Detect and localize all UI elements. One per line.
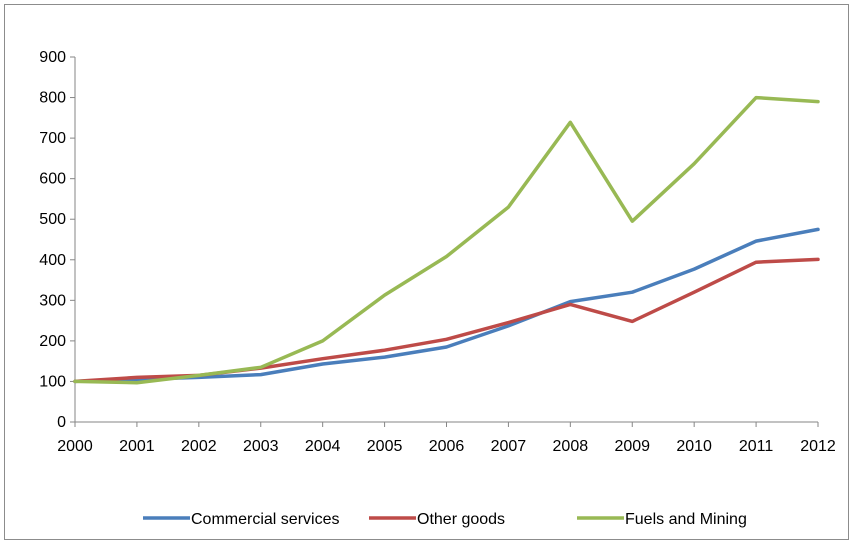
x-tick-label: 2001 [119, 438, 155, 455]
y-tick-label: 300 [39, 292, 66, 309]
series-line-commercial-services [73, 227, 820, 384]
y-tick-label: 200 [39, 333, 66, 350]
series-layer [73, 95, 820, 385]
x-tick-label: 2011 [739, 438, 774, 455]
y-tick-label: 400 [39, 252, 66, 269]
x-tick-label: 2000 [57, 438, 93, 455]
x-tick-label: 2010 [676, 438, 712, 455]
y-tick-label: 600 [39, 171, 66, 188]
y-tick-label: 800 [39, 90, 66, 107]
x-tick-label: 2002 [181, 438, 217, 455]
x-tick-label: 2003 [243, 438, 279, 455]
legend-label: Commercial services [191, 511, 339, 528]
x-tick-label: 2005 [367, 438, 403, 455]
y-tick-label: 500 [39, 211, 66, 228]
y-tick-label: 700 [39, 130, 66, 147]
series-line-fuels-and-mining [73, 95, 820, 385]
y-tick-label: 0 [57, 414, 66, 431]
legend-label: Other goods [417, 511, 505, 528]
y-tick-label: 900 [39, 49, 66, 66]
y-tick-label: 100 [39, 373, 66, 390]
x-tick-label: 2009 [614, 438, 650, 455]
series-line-other-goods [73, 257, 820, 384]
x-tick-label: 2012 [800, 438, 836, 455]
legend: Commercial services Other goods Fuels and … [143, 511, 747, 528]
legend-label: Fuels and Mining [625, 511, 747, 528]
x-tick-label: 2007 [491, 438, 527, 455]
x-tick-label: 2008 [553, 438, 589, 455]
x-tick-label: 2006 [429, 438, 465, 455]
x-tick-label: 2004 [305, 438, 341, 455]
axes: 0 100 200 300 400 500 600 700 800 900 2000 2001 2002… [39, 49, 836, 455]
chart-frame [4, 4, 849, 540]
